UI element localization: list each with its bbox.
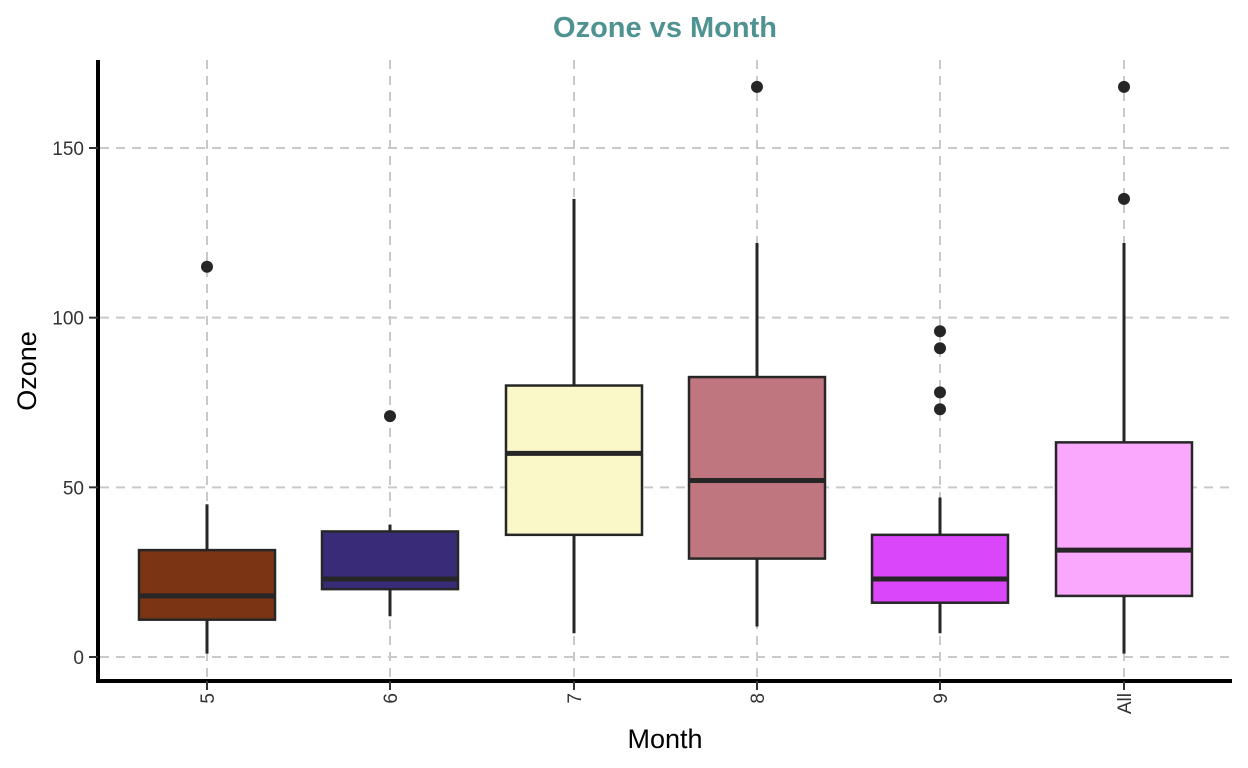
outlier-point [384, 410, 396, 423]
axis-layer [96, 60, 1232, 683]
outlier-point [1118, 192, 1130, 205]
box [1054, 441, 1194, 598]
y-tick-label: 0 [73, 648, 84, 669]
box [137, 548, 277, 621]
outlier-point [934, 325, 946, 338]
x-tick-label: All [1115, 693, 1136, 714]
outlier-point [934, 342, 946, 355]
box-group [320, 410, 460, 617]
box-group [1054, 80, 1194, 654]
outlier-point [1118, 80, 1130, 93]
y-axis-title: Ozone [12, 331, 42, 411]
x-tick-label: 6 [381, 693, 402, 704]
y-tick-label: 50 [63, 478, 84, 499]
outlier-point [934, 403, 946, 416]
x-tick-label: 7 [565, 693, 586, 704]
box-group [504, 198, 644, 634]
x-axis-title: Month [627, 724, 702, 754]
outlier-point [934, 386, 946, 399]
outlier-point [751, 80, 763, 93]
tick-layer: 0 50 100 150 5 6 7 8 9 All [52, 139, 1136, 714]
x-tick-label: 5 [198, 693, 219, 704]
box [687, 375, 827, 560]
box-layer [137, 80, 1194, 654]
y-tick-label: 100 [52, 309, 84, 330]
box-group [137, 260, 277, 654]
box [870, 533, 1010, 604]
box [504, 384, 644, 537]
x-tick-label: 9 [931, 693, 952, 704]
chart-title: Ozone vs Month [553, 12, 777, 44]
box-group [687, 80, 827, 627]
outlier-point [201, 260, 213, 273]
box-group [870, 325, 1010, 634]
x-tick-label: 8 [748, 693, 769, 704]
y-tick-label: 150 [52, 139, 84, 160]
